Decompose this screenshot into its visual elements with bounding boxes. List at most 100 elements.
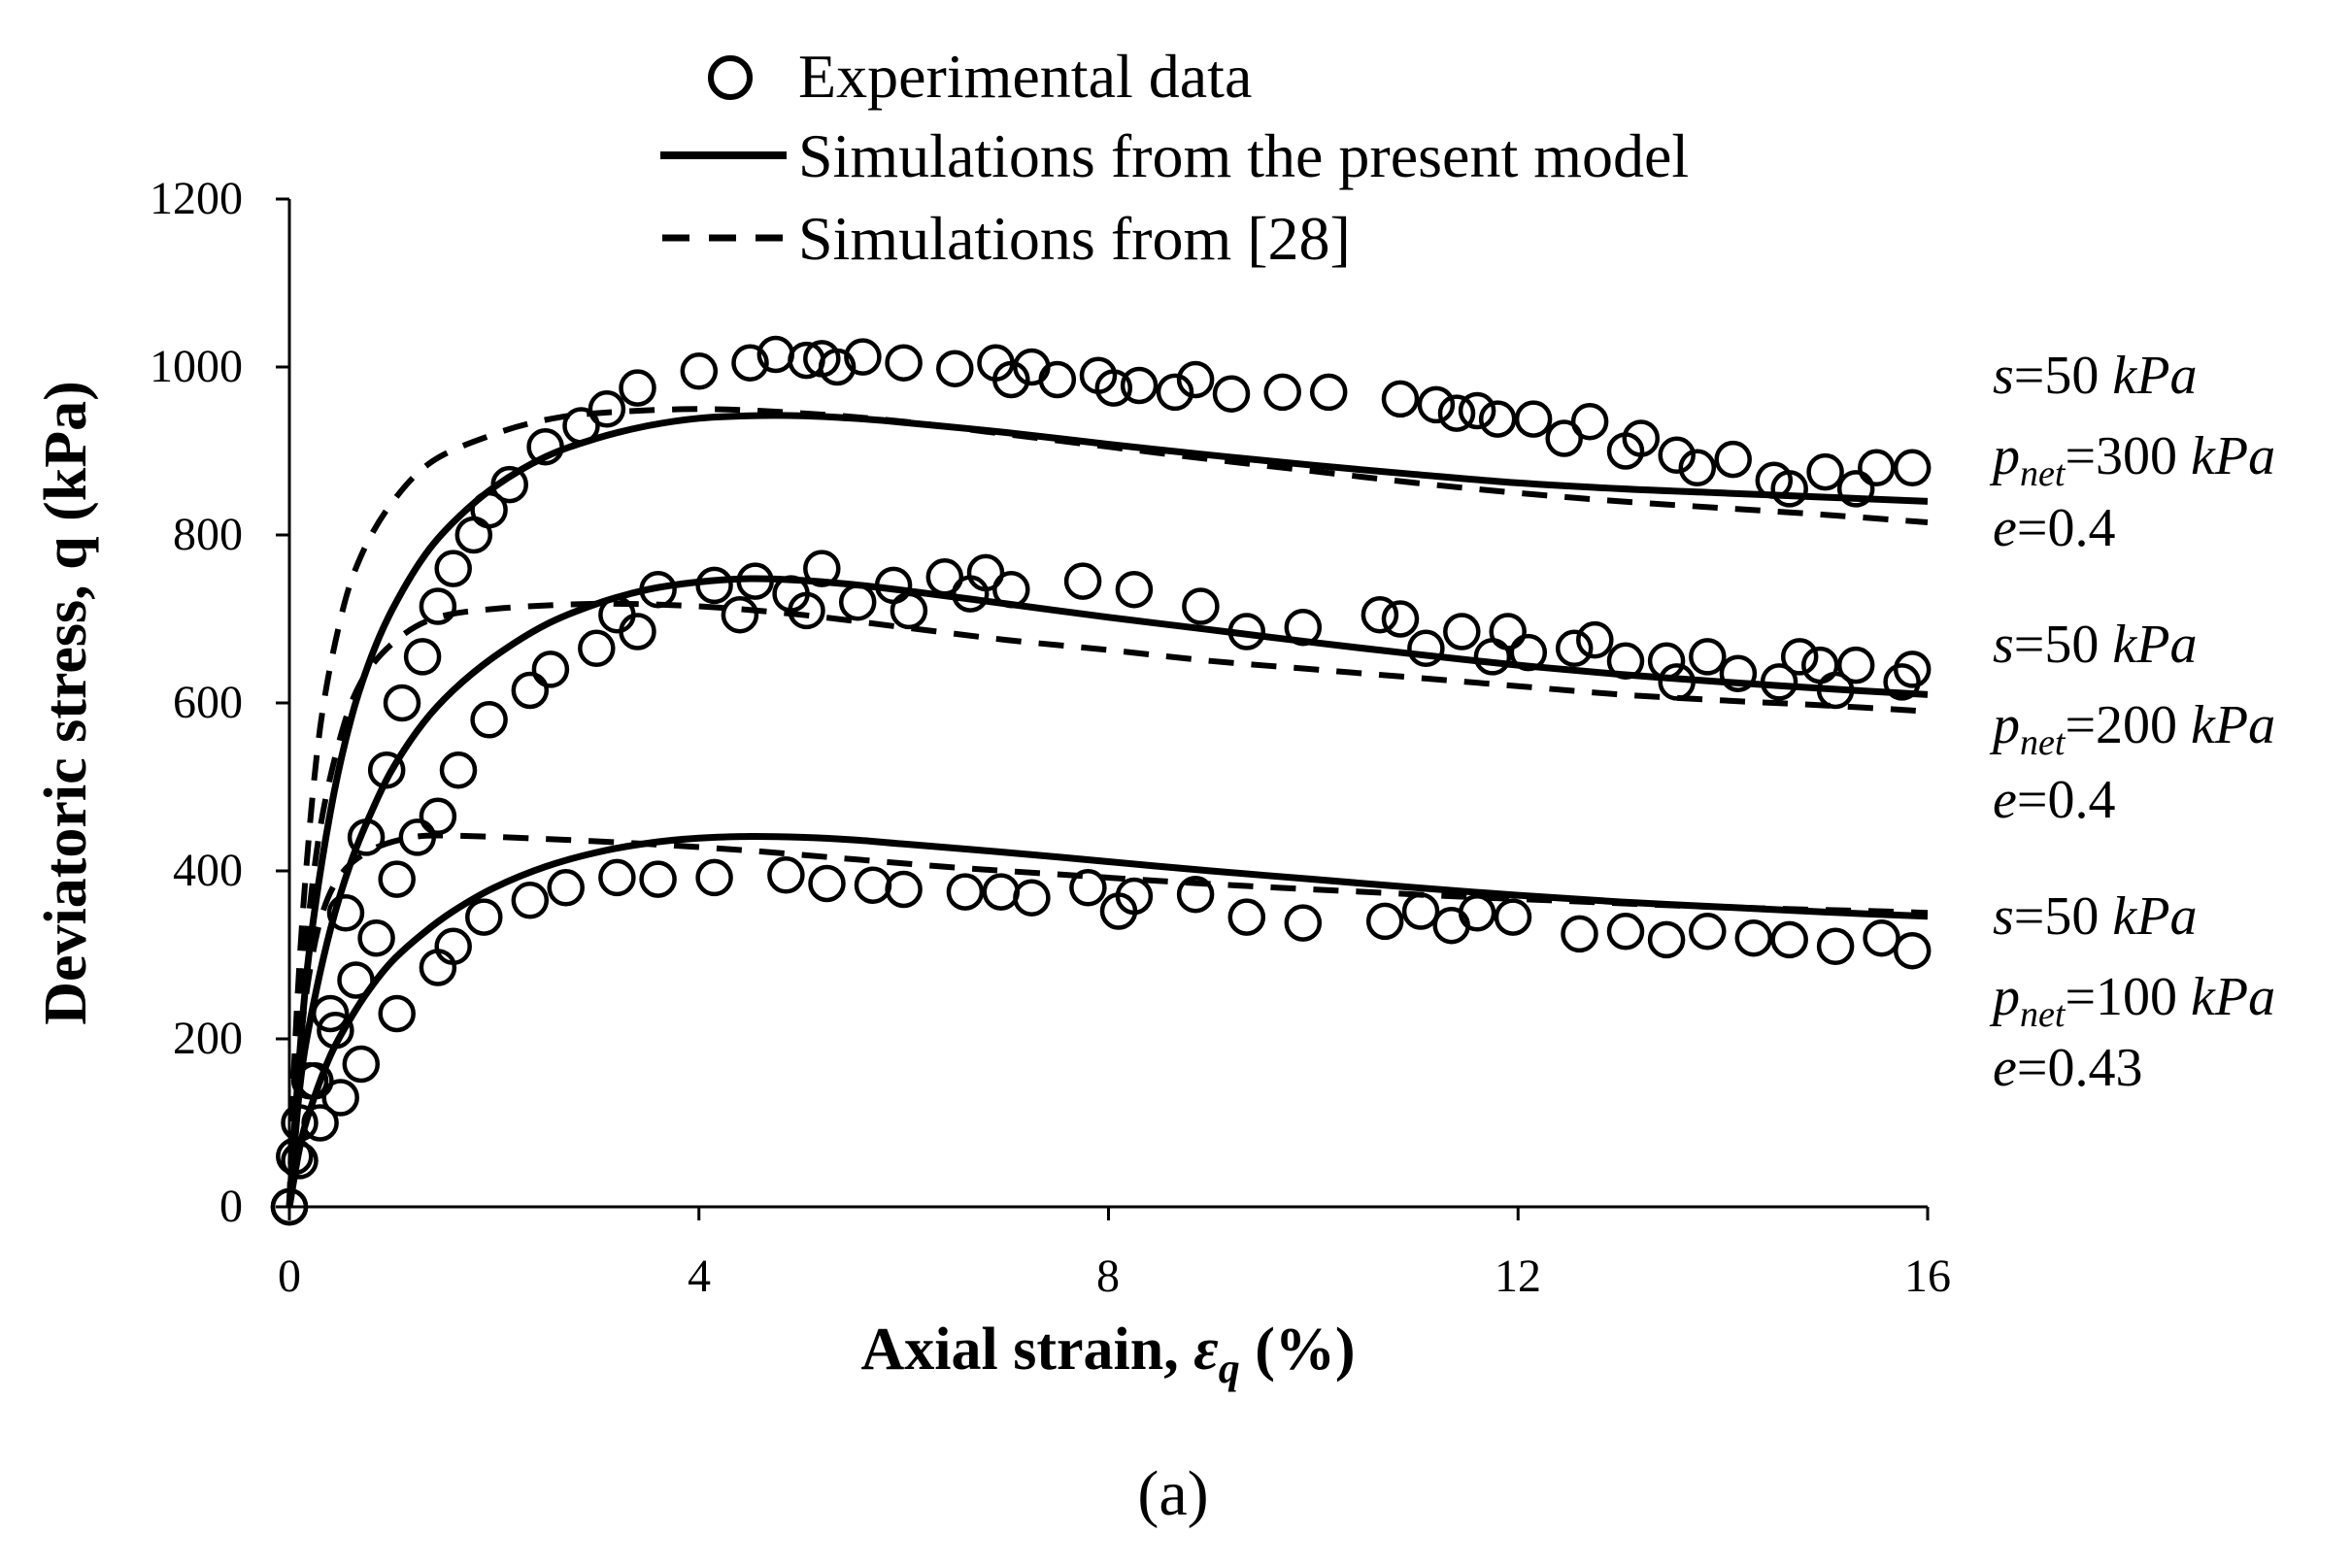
experimental-point	[526, 427, 564, 466]
x-axis-title-subscript: q	[1219, 1345, 1240, 1392]
annotation-pnet: pnet=300 kPa	[1989, 426, 2275, 494]
experimental-point	[1063, 562, 1102, 600]
experimental-point	[578, 629, 616, 668]
experimental-point	[1570, 402, 1609, 441]
experimental-point	[1836, 646, 1875, 684]
experimental-point	[1770, 920, 1808, 959]
experimental-point	[434, 927, 472, 966]
experimental-point	[1816, 671, 1855, 710]
y-tick-label: 1200	[150, 173, 243, 224]
experimental-points	[270, 335, 1932, 1226]
experimental-point	[1801, 646, 1839, 684]
experimental-point	[378, 994, 416, 1033]
experimental-point	[1176, 875, 1215, 914]
experimental-point	[982, 873, 1021, 911]
experimental-point	[1115, 877, 1154, 916]
experimental-point	[547, 869, 585, 907]
x-axis-title-text: Axial strain,	[861, 1317, 1194, 1383]
experimental-point	[619, 613, 656, 651]
experimental-point	[1212, 375, 1251, 413]
experimental-point	[1381, 600, 1420, 638]
experimental-point	[1069, 869, 1107, 907]
experimental-point	[818, 348, 857, 386]
experimental-point	[1893, 931, 1932, 970]
model-curve	[286, 412, 1929, 1208]
y-axis-title: Deviatoric stress, q (kPa)	[33, 381, 99, 1025]
experimental-point	[1284, 608, 1323, 647]
experimental-point	[1417, 385, 1456, 424]
experimental-point	[1263, 373, 1301, 412]
experimental-point	[1120, 366, 1159, 405]
experimental-point	[301, 1104, 339, 1142]
experimental-point	[1013, 879, 1051, 917]
annotation-void-ratio: e=0.43	[1993, 1038, 2142, 1098]
experimental-point	[1678, 449, 1717, 487]
experimental-point	[1858, 449, 1896, 487]
experimental-point	[470, 490, 508, 529]
experimental-point	[992, 570, 1030, 609]
experimental-point	[1182, 587, 1220, 625]
experimental-point	[1227, 898, 1266, 936]
experimental-point	[1622, 419, 1661, 457]
experimental-point	[317, 1012, 354, 1050]
experimental-point	[296, 1062, 334, 1100]
experimental-point	[1836, 470, 1875, 508]
experimental-point	[1647, 920, 1686, 959]
experimental-point	[588, 390, 626, 428]
experimental-point	[1576, 620, 1614, 659]
experimental-point	[1780, 638, 1819, 676]
experimental-point	[1714, 440, 1752, 479]
model-curve	[286, 832, 1929, 1208]
x-axis-title-unit: (%)	[1240, 1317, 1356, 1383]
experimental-point	[439, 751, 478, 789]
y-tick-label: 600	[173, 677, 243, 728]
legend-circle-marker	[708, 55, 753, 100]
y-tick-label: 1000	[150, 341, 243, 392]
experimental-point	[1473, 638, 1512, 676]
legend-label-ref: Simulations from [28]	[798, 204, 1351, 273]
experimental-point	[639, 570, 677, 609]
experimental-point	[281, 1104, 319, 1142]
experimental-point	[1606, 642, 1645, 681]
experimental-point	[885, 870, 923, 909]
experimental-point	[470, 701, 508, 739]
experimental-point	[1734, 918, 1773, 957]
x-axis-title-symbol: ε	[1193, 1317, 1218, 1383]
experimental-point	[1647, 642, 1686, 681]
experimental-point	[1478, 400, 1517, 438]
experimental-point	[342, 1045, 381, 1084]
experimental-point	[1284, 904, 1323, 942]
experimental-point	[1458, 894, 1496, 932]
annotation-suction: s=50 kPa	[1993, 346, 2197, 406]
experimental-point	[966, 553, 1005, 592]
x-tick-label: 16	[1904, 1251, 1951, 1302]
annotation-pnet: pnet=100 kPa	[1989, 967, 2275, 1035]
experimental-point	[736, 562, 774, 600]
experimental-point	[1494, 898, 1532, 936]
experimental-point	[270, 1187, 309, 1226]
experimental-point	[490, 465, 528, 504]
experimental-point	[1689, 913, 1727, 951]
annotation-void-ratio: e=0.4	[1993, 498, 2115, 558]
tick-marks	[276, 197, 1930, 1220]
experimental-point	[1561, 915, 1598, 953]
experimental-point	[1760, 663, 1798, 701]
experimental-point	[890, 591, 928, 630]
experimental-point	[357, 918, 395, 957]
experimental-point	[1658, 436, 1696, 475]
experimental-point	[562, 407, 600, 445]
annotation-suction: s=50 kPa	[1993, 886, 2197, 947]
x-tick-label: 12	[1495, 1251, 1541, 1302]
experimental-point	[721, 595, 759, 634]
experimental-point	[454, 516, 493, 554]
reference-curve	[286, 406, 1929, 1208]
experimental-point	[465, 898, 503, 936]
experimental-point	[925, 558, 964, 596]
y-tick-label: 200	[173, 1013, 243, 1064]
experimental-point	[1489, 613, 1527, 651]
experimental-point	[1309, 373, 1348, 412]
experimental-point	[946, 873, 985, 911]
x-tick-label: 8	[1096, 1251, 1120, 1302]
simulation-curves	[286, 406, 1929, 1208]
